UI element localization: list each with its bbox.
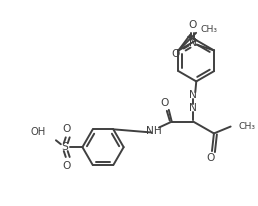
Text: O: O bbox=[161, 98, 169, 108]
Text: OH: OH bbox=[31, 128, 46, 137]
Text: CH₃: CH₃ bbox=[201, 25, 218, 34]
Text: S: S bbox=[61, 142, 68, 152]
Text: N: N bbox=[189, 90, 197, 100]
Text: O: O bbox=[62, 161, 71, 171]
Text: N: N bbox=[189, 103, 197, 113]
Text: O: O bbox=[188, 20, 197, 30]
Text: N: N bbox=[189, 38, 197, 48]
Text: O: O bbox=[62, 124, 71, 133]
Text: O: O bbox=[172, 49, 180, 59]
Text: CH₃: CH₃ bbox=[238, 122, 255, 131]
Text: O: O bbox=[207, 153, 215, 163]
Text: NH: NH bbox=[146, 126, 162, 136]
